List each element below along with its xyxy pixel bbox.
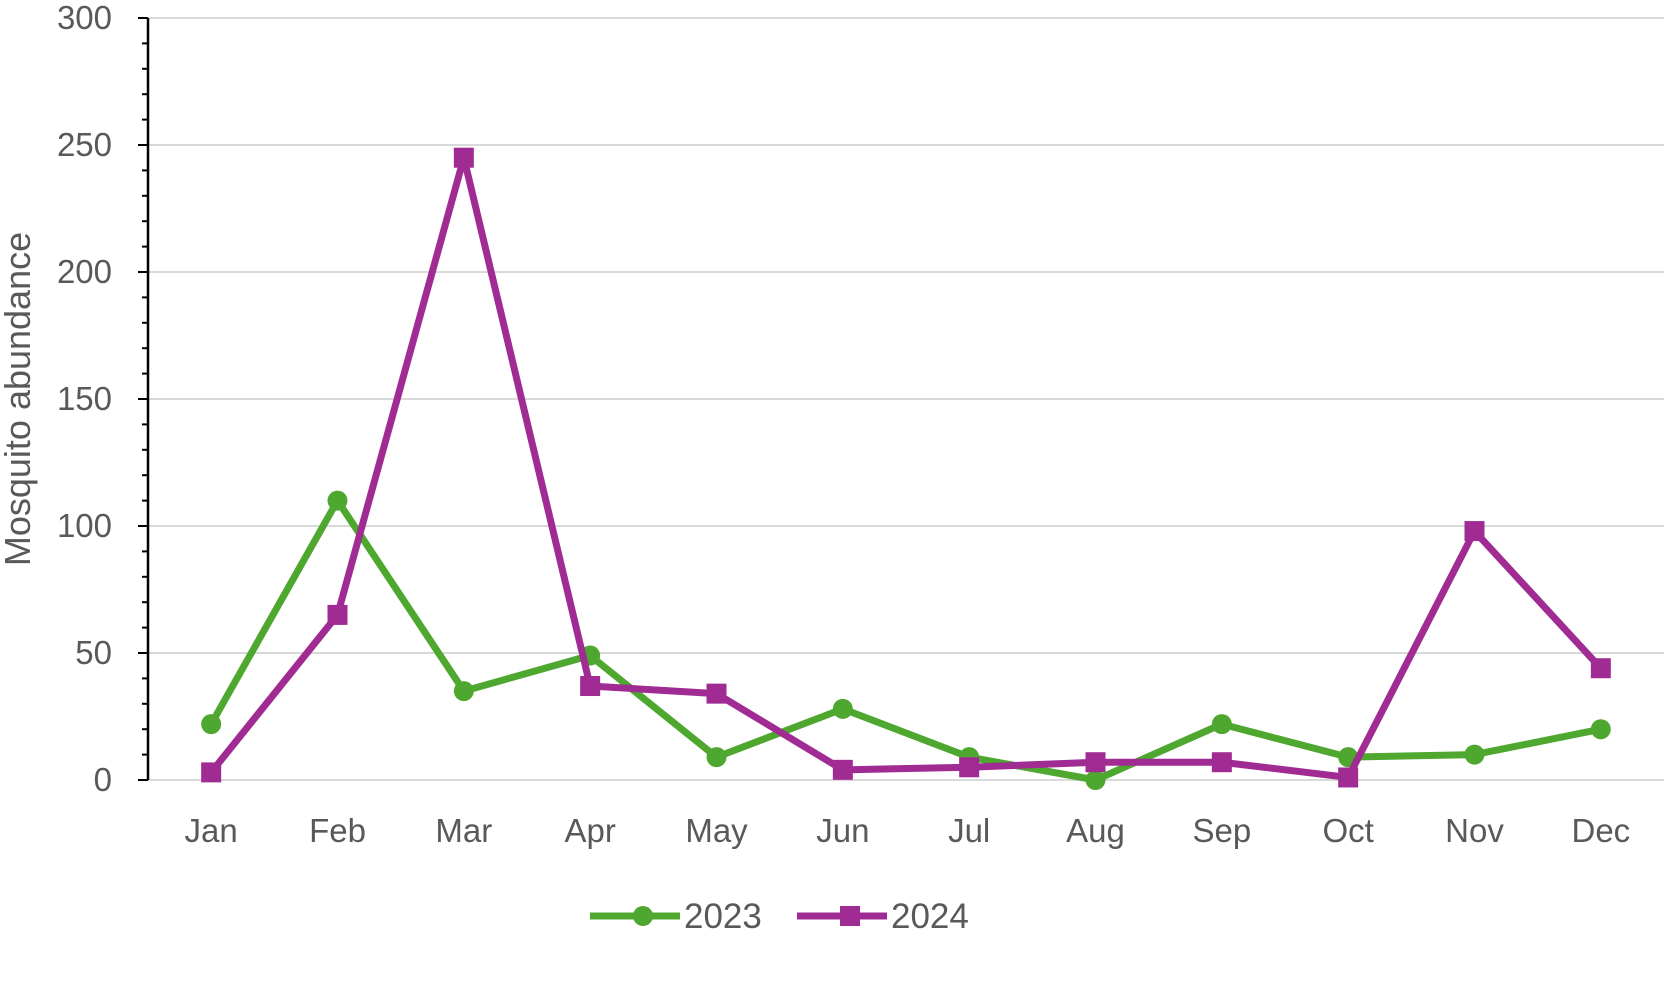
x-tick-label-mar: Mar [435, 812, 492, 849]
point-2024-apr [580, 676, 601, 697]
point-2023-dec [1590, 719, 1611, 740]
y-tick-label-50: 50 [75, 634, 112, 671]
point-2024-jul [959, 757, 980, 778]
x-tick-label-jan: Jan [185, 812, 238, 849]
legend-label-2023: 2023 [684, 897, 762, 936]
point-2023-aug [1085, 770, 1106, 790]
point-2023-mar [453, 681, 474, 702]
x-tick-label-jul: Jul [948, 812, 990, 849]
legend-marker-2024 [840, 906, 860, 926]
y-tick-label-0: 0 [94, 761, 112, 798]
x-tick-label-dec: Dec [1571, 812, 1630, 849]
y-axis-title: Mosquito abundance [0, 232, 38, 566]
y-tick-label-250: 250 [57, 126, 112, 163]
y-tick-label-300: 300 [57, 0, 112, 36]
series-lines [201, 147, 1611, 790]
point-2024-may [706, 683, 727, 704]
point-2023-may [706, 747, 727, 768]
y-tick-label-150: 150 [57, 380, 112, 417]
point-2024-oct [1338, 767, 1359, 788]
series-line-2023 [207, 497, 1605, 784]
point-2024-aug [1085, 752, 1106, 773]
point-2023-jan [201, 714, 222, 735]
point-2023-sep [1211, 714, 1232, 735]
x-tick-label-feb: Feb [309, 812, 366, 849]
y-tick-label-200: 200 [57, 253, 112, 290]
x-tick-label-nov: Nov [1445, 812, 1504, 849]
legend-label-2024: 2024 [891, 897, 969, 936]
x-tick-label-aug: Aug [1066, 812, 1125, 849]
x-tick-label-apr: Apr [564, 812, 615, 849]
point-2024-mar [453, 147, 474, 168]
axes: 0 50 100 150 200 250 300 Jan Feb Mar Apr May Jun Jul A… [0, 0, 1664, 849]
legend: 2023 2024 [590, 897, 969, 936]
point-2023-feb [327, 490, 348, 511]
point-2023-jun [832, 698, 853, 719]
point-2024-dec [1590, 658, 1611, 679]
x-tick-label-jun: Jun [816, 812, 869, 849]
point-2024-nov [1464, 521, 1485, 542]
x-tick-label-sep: Sep [1192, 812, 1251, 849]
legend-marker-2023 [633, 906, 653, 926]
point-2024-feb [327, 604, 348, 625]
x-tick-label-oct: Oct [1322, 812, 1373, 849]
y-tick-label-100: 100 [57, 507, 112, 544]
series-line-2024 [207, 154, 1605, 781]
point-2024-jun [832, 759, 853, 780]
point-2024-jan [201, 762, 222, 783]
point-2023-nov [1464, 744, 1485, 765]
point-2024-sep [1211, 752, 1232, 773]
x-tick-label-may: May [685, 812, 748, 849]
